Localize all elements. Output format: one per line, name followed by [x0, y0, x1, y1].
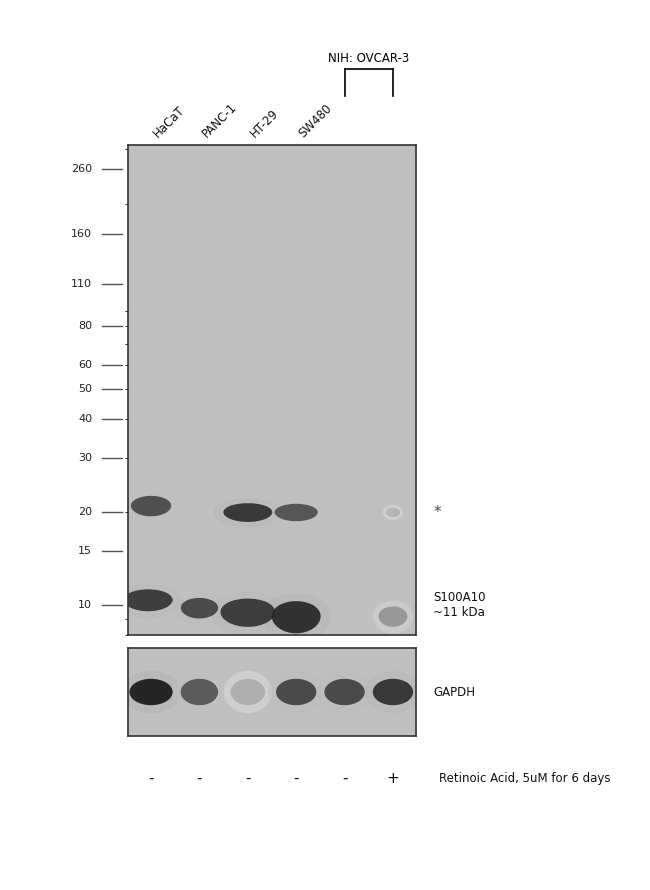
Text: -: - — [197, 772, 202, 786]
Text: Retinoic Acid, 5uM for 6 days: Retinoic Acid, 5uM for 6 days — [439, 773, 610, 785]
Ellipse shape — [385, 507, 400, 517]
Text: 60: 60 — [78, 360, 92, 370]
Ellipse shape — [268, 671, 324, 713]
Text: GAPDH: GAPDH — [434, 685, 475, 699]
Ellipse shape — [181, 679, 218, 705]
Text: SW480: SW480 — [296, 102, 335, 141]
Ellipse shape — [274, 504, 318, 522]
Ellipse shape — [214, 498, 282, 528]
Ellipse shape — [324, 679, 365, 705]
Text: +: + — [387, 772, 399, 786]
Ellipse shape — [231, 679, 265, 705]
Ellipse shape — [124, 589, 173, 611]
Text: HT-29: HT-29 — [248, 107, 281, 141]
Text: 50: 50 — [78, 384, 92, 394]
Ellipse shape — [317, 671, 373, 713]
Text: *: * — [434, 505, 441, 520]
Text: -: - — [148, 772, 154, 786]
Ellipse shape — [181, 598, 218, 619]
Ellipse shape — [114, 583, 183, 619]
Text: 15: 15 — [78, 546, 92, 555]
Ellipse shape — [220, 599, 275, 627]
Text: 40: 40 — [78, 415, 92, 425]
Ellipse shape — [173, 671, 226, 713]
Ellipse shape — [272, 601, 320, 634]
Ellipse shape — [209, 591, 286, 636]
Ellipse shape — [383, 505, 403, 520]
Ellipse shape — [373, 679, 413, 705]
Ellipse shape — [131, 496, 171, 516]
Ellipse shape — [123, 490, 179, 523]
Ellipse shape — [129, 679, 173, 705]
Text: 10: 10 — [78, 600, 92, 611]
Text: -: - — [342, 772, 347, 786]
Text: 30: 30 — [78, 453, 92, 463]
Ellipse shape — [378, 606, 408, 627]
Text: 260: 260 — [71, 164, 92, 174]
Text: -: - — [293, 772, 299, 786]
Ellipse shape — [266, 499, 326, 527]
Text: S100A10
~11 kDa: S100A10 ~11 kDa — [434, 591, 486, 619]
Ellipse shape — [373, 601, 413, 634]
Text: -: - — [245, 772, 250, 786]
Ellipse shape — [224, 671, 272, 713]
Text: 160: 160 — [72, 229, 92, 239]
Ellipse shape — [262, 593, 330, 644]
Ellipse shape — [365, 671, 421, 713]
Ellipse shape — [121, 671, 181, 713]
Text: NIH: OVCAR-3: NIH: OVCAR-3 — [328, 52, 410, 65]
Text: HaCaT: HaCaT — [151, 104, 188, 141]
Text: 20: 20 — [78, 507, 92, 517]
Text: PANC-1: PANC-1 — [200, 101, 239, 141]
Ellipse shape — [276, 679, 317, 705]
Text: 80: 80 — [78, 321, 92, 331]
Ellipse shape — [173, 593, 226, 626]
Text: 110: 110 — [72, 279, 92, 289]
Ellipse shape — [224, 503, 272, 522]
